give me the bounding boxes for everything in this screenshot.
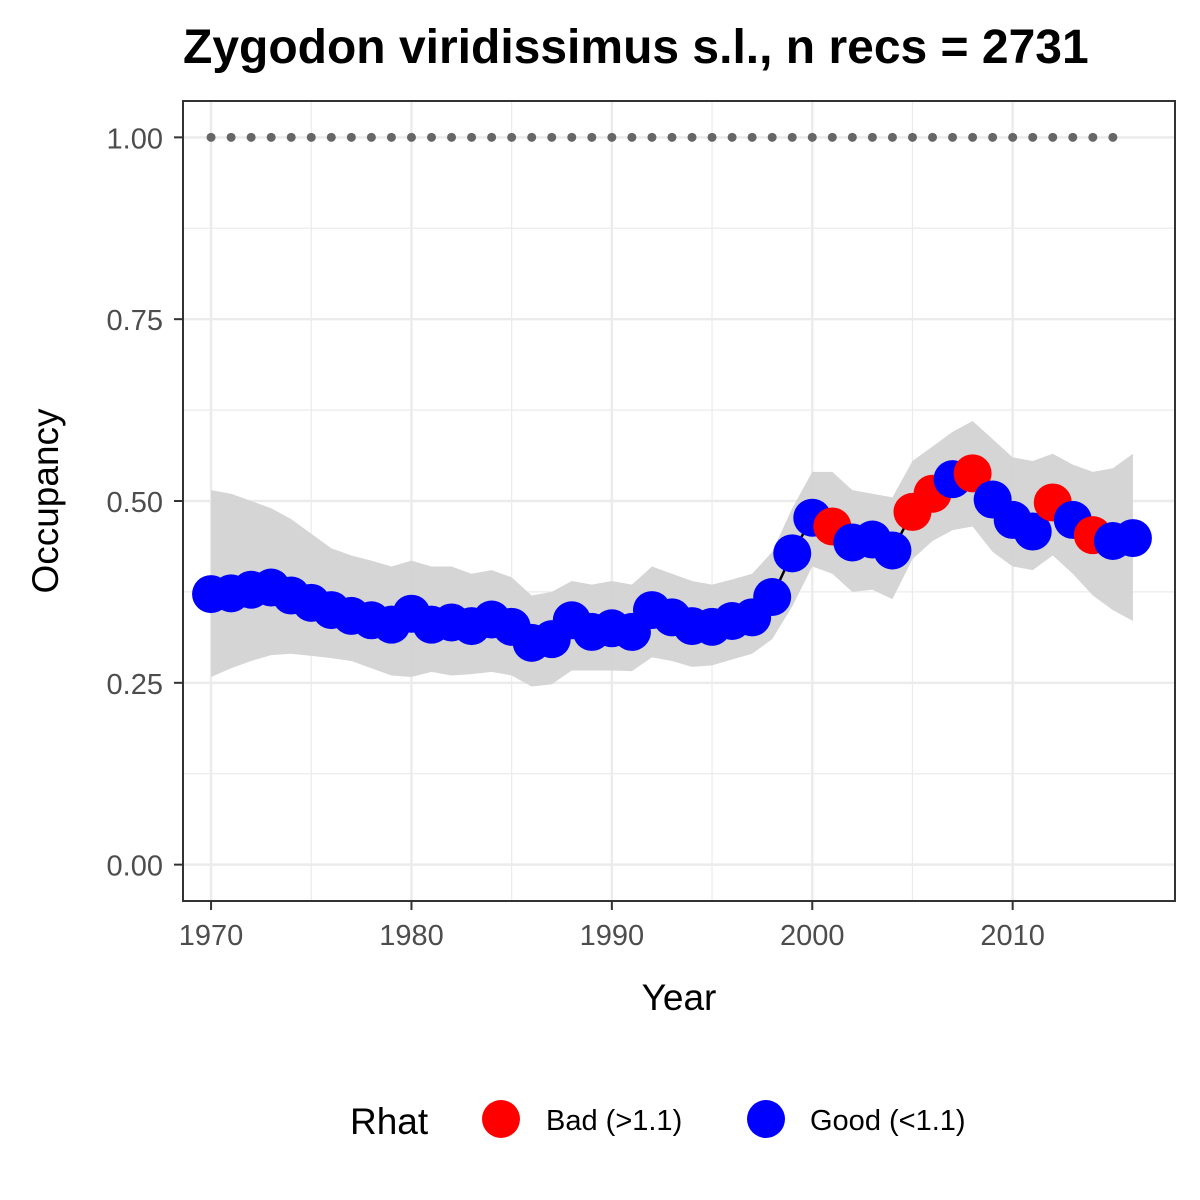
reference-dot bbox=[587, 132, 597, 142]
reference-dot bbox=[948, 132, 958, 142]
reference-dot bbox=[747, 132, 757, 142]
reference-dot bbox=[406, 132, 416, 142]
plot-area bbox=[182, 100, 1176, 902]
legend-title: Rhat bbox=[350, 1101, 429, 1142]
x-tick-label: 2010 bbox=[980, 920, 1045, 952]
reference-dot bbox=[907, 132, 917, 142]
reference-dot bbox=[386, 132, 396, 142]
reference-dot bbox=[467, 132, 477, 142]
reference-dot bbox=[326, 132, 336, 142]
data-point-bad bbox=[953, 454, 992, 493]
reference-dot bbox=[306, 132, 316, 142]
y-tick-label: 1.00 bbox=[107, 123, 163, 155]
y-tick-label: 0.50 bbox=[107, 487, 163, 519]
y-axis: 0.00 0.25 0.50 0.75 1.00 bbox=[107, 123, 183, 883]
reference-dot bbox=[787, 132, 797, 142]
reference-dot bbox=[827, 132, 837, 142]
reference-dot bbox=[427, 132, 437, 142]
reference-dot bbox=[727, 132, 737, 142]
x-axis: 1970 1980 1990 2000 2010 bbox=[179, 901, 1045, 952]
reference-dot bbox=[627, 132, 637, 142]
reference-dot bbox=[1048, 132, 1058, 142]
reference-dots bbox=[206, 132, 1118, 142]
reference-dot bbox=[867, 132, 877, 142]
reference-dot bbox=[1008, 132, 1018, 142]
reference-dot bbox=[206, 132, 216, 142]
data-point-good bbox=[1013, 512, 1052, 551]
reference-dot bbox=[1088, 132, 1098, 142]
reference-dot bbox=[647, 132, 657, 142]
reference-dot bbox=[226, 132, 236, 142]
reference-dot bbox=[607, 132, 617, 142]
reference-dot bbox=[807, 132, 817, 142]
legend-key-good bbox=[747, 1100, 785, 1138]
legend: Rhat Bad (>1.1) Good (<1.1) bbox=[350, 1100, 966, 1142]
reference-dot bbox=[988, 132, 998, 142]
occupancy-points bbox=[192, 454, 1152, 662]
reference-dot bbox=[567, 132, 577, 142]
y-tick-label: 0.00 bbox=[107, 851, 163, 883]
chart-title: Zygodon viridissimus s.l., n recs = 2731 bbox=[183, 21, 1089, 74]
y-tick-label: 0.75 bbox=[107, 305, 163, 337]
reference-dot bbox=[667, 132, 677, 142]
grid-lines bbox=[183, 101, 1175, 901]
y-tick-label: 0.25 bbox=[107, 669, 163, 701]
reference-dot bbox=[366, 132, 376, 142]
data-point-good bbox=[873, 531, 912, 570]
reference-dot bbox=[266, 132, 276, 142]
reference-dot bbox=[447, 132, 457, 142]
reference-dot bbox=[847, 132, 857, 142]
data-point-good bbox=[773, 534, 812, 573]
y-axis-title: Occupancy bbox=[25, 408, 66, 594]
legend-key-bad bbox=[482, 1100, 520, 1138]
x-tick-label: 1990 bbox=[580, 920, 645, 952]
legend-label-good: Good (<1.1) bbox=[810, 1105, 966, 1137]
legend-label-bad: Bad (>1.1) bbox=[546, 1105, 682, 1137]
reference-dot bbox=[707, 132, 717, 142]
reference-dot bbox=[968, 132, 978, 142]
reference-dot bbox=[1068, 132, 1078, 142]
data-point-good bbox=[753, 578, 792, 616]
reference-dot bbox=[346, 132, 356, 142]
reference-dot bbox=[1108, 132, 1118, 142]
reference-dot bbox=[1028, 132, 1038, 142]
reference-dot bbox=[767, 132, 777, 142]
reference-dot bbox=[887, 132, 897, 142]
x-tick-label: 1980 bbox=[379, 920, 444, 952]
reference-dot bbox=[246, 132, 256, 142]
x-axis-title: Year bbox=[642, 977, 717, 1018]
reference-dot bbox=[687, 132, 697, 142]
x-tick-label: 1970 bbox=[179, 920, 244, 952]
reference-dot bbox=[507, 132, 517, 142]
data-point-good bbox=[1113, 519, 1152, 558]
reference-dot bbox=[527, 132, 537, 142]
reference-dot bbox=[928, 132, 938, 142]
reference-dot bbox=[286, 132, 296, 142]
reference-dot bbox=[487, 132, 497, 142]
reference-dot bbox=[547, 132, 557, 142]
x-tick-label: 2000 bbox=[780, 920, 845, 952]
